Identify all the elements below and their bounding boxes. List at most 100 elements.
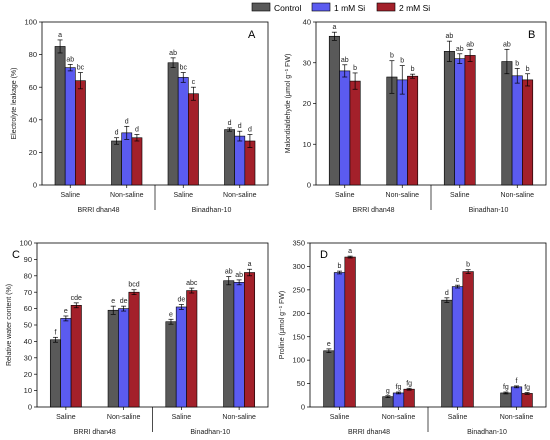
significance-label: bc [180, 65, 188, 72]
significance-label: ab [225, 269, 233, 276]
significance-label: cde [71, 295, 82, 302]
panel-letter: A [248, 29, 256, 41]
significance-label: f [55, 329, 57, 336]
significance-label: de [177, 297, 185, 304]
y-tick-label: 80 [29, 50, 37, 59]
legend-swatch-1 [311, 2, 331, 12]
cultivar-label: Binadhan-10 [190, 429, 230, 436]
bar [349, 80, 361, 186]
bar [339, 70, 351, 186]
significance-label: b [515, 60, 519, 67]
significance-label: fg [396, 384, 402, 391]
bar [441, 299, 453, 408]
y-tick-label: 50 [24, 321, 32, 330]
bar [323, 350, 335, 408]
bar [510, 386, 523, 408]
significance-label: ab [235, 272, 243, 279]
y-tick-label: 40 [303, 18, 311, 27]
significance-label: c [192, 79, 196, 86]
bar [188, 93, 199, 186]
bar [54, 46, 66, 186]
bar [522, 79, 534, 186]
group-label: Non-saline [500, 414, 534, 421]
significance-label: bcd [128, 282, 139, 289]
y-tick-label: 20 [303, 99, 311, 108]
group-label: Saline [56, 414, 76, 421]
significance-label: d [125, 118, 129, 125]
y-tick-label: 350 [292, 239, 305, 248]
group-label: Non-saline [110, 192, 144, 199]
significance-label: b [338, 263, 342, 270]
group-label: Saline [450, 192, 470, 199]
bar [392, 392, 405, 408]
significance-label: ab [169, 50, 177, 57]
cultivar-label: BRRI dhan48 [74, 429, 116, 436]
y-tick-label: 100 [24, 18, 37, 27]
significance-label: ab [456, 46, 464, 53]
y-tick-label: 0 [307, 181, 311, 190]
panel-b: 0 10 20 30 40 Malondialdehyde (μmol g⁻¹ FW) Ba… [285, 18, 547, 214]
bar [224, 129, 235, 186]
significance-label: ab [446, 33, 454, 40]
significance-label: b [353, 65, 357, 72]
panel-letter: D [320, 249, 328, 261]
y-tick-label: 150 [292, 332, 305, 341]
bar [521, 393, 533, 408]
bar [75, 80, 86, 186]
group-label: Non-saline [386, 192, 420, 199]
bar [407, 75, 419, 186]
y-tick-label: 100 [292, 356, 305, 365]
bar [382, 396, 394, 408]
y-tick-label: 0 [28, 403, 32, 412]
legend-swatch-0 [251, 2, 271, 12]
y-tick-label: 20 [24, 370, 32, 379]
y-tick-label: 50 [297, 379, 305, 388]
group-label: Saline [448, 414, 468, 421]
bar [233, 282, 245, 408]
significance-label: a [332, 24, 336, 31]
bar [165, 321, 177, 408]
bar [128, 291, 140, 408]
bar [60, 318, 72, 408]
significance-label: de [120, 298, 128, 305]
y-tick-label: 100 [19, 239, 32, 248]
significance-label: b [411, 66, 415, 73]
significance-label: d [228, 120, 232, 127]
bar [500, 392, 512, 408]
y-axis-label: Electrolyte leakage (%) [11, 68, 18, 140]
bar [177, 77, 189, 186]
cultivar-label: BRRI dhan48 [352, 207, 394, 214]
y-axis-label: Malondialdehyde (μmol g⁻¹ FW) [285, 54, 292, 154]
bar [454, 58, 466, 186]
significance-label: ab [466, 41, 474, 48]
y-tick-label: 40 [24, 337, 32, 346]
group-label: Non-saline [107, 414, 141, 421]
significance-label: d [248, 126, 252, 133]
bar [462, 271, 474, 408]
bar [70, 305, 82, 408]
significance-label: fg [524, 384, 530, 391]
significance-label: e [169, 311, 173, 318]
panel-letter: C [12, 249, 20, 261]
y-tick-label: 80 [24, 271, 32, 280]
group-label: Non-saline [222, 414, 256, 421]
y-axis-label: Relative water content (%) [6, 284, 13, 366]
y-tick-label: 0 [33, 181, 37, 190]
bar [403, 388, 415, 408]
significance-label: a [248, 261, 252, 268]
significance-label: d [238, 123, 242, 130]
bar [333, 272, 346, 408]
bar [511, 75, 523, 186]
significance-label: fg [503, 384, 509, 391]
group-label: Non-saline [501, 192, 535, 199]
group-label: Non-saline [223, 192, 257, 199]
bar [49, 339, 61, 408]
bar [244, 272, 256, 408]
y-tick-label: 30 [24, 353, 32, 362]
group-label: Non-saline [382, 414, 416, 421]
group-label: Saline [172, 414, 192, 421]
bar [175, 306, 187, 408]
legend-label-1: 1 mM Si [334, 3, 365, 13]
significance-label: a [58, 32, 62, 39]
legend: Control 1 mM Si 2 mM Si [251, 2, 430, 13]
